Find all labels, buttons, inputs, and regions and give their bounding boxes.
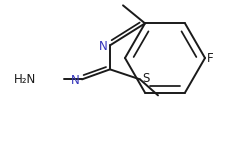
Text: H₂N: H₂N <box>14 73 36 86</box>
Text: N: N <box>99 40 108 53</box>
Text: N: N <box>71 74 80 87</box>
Text: S: S <box>142 72 150 85</box>
Text: F: F <box>207 52 214 65</box>
